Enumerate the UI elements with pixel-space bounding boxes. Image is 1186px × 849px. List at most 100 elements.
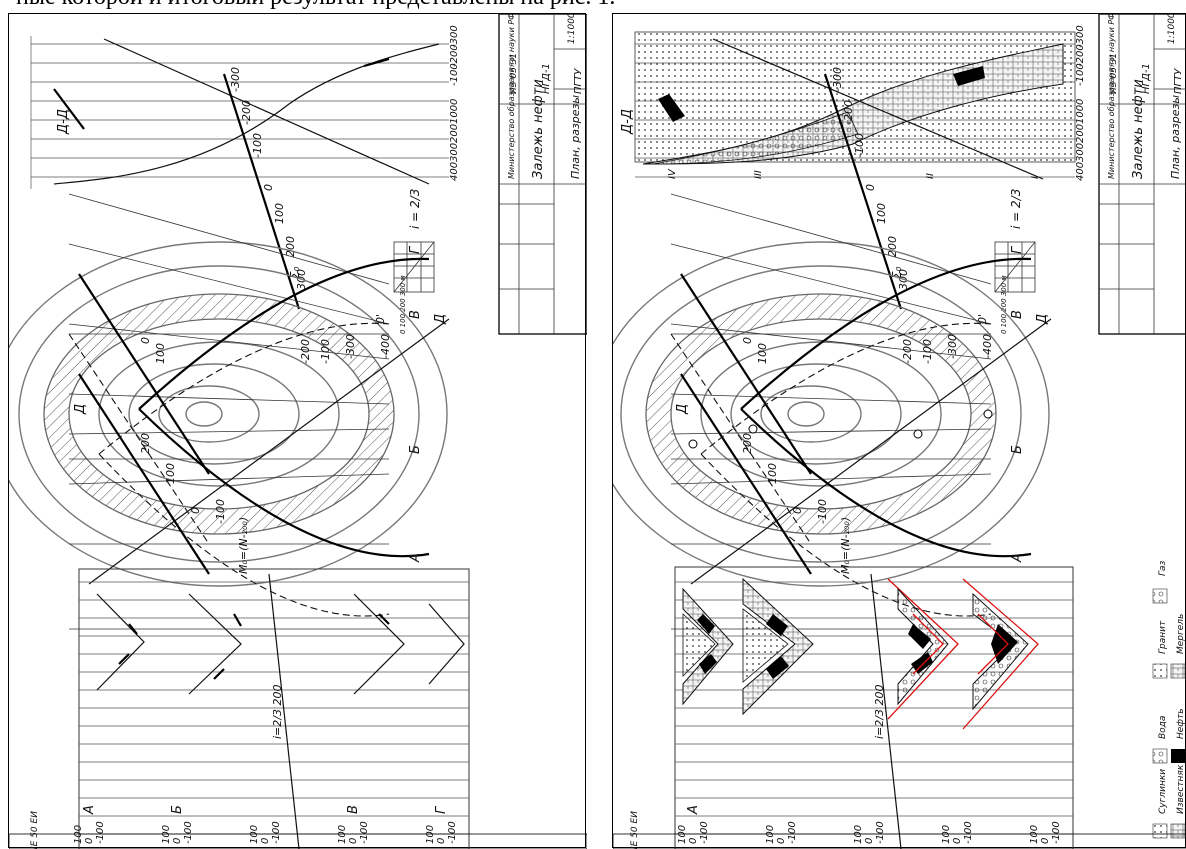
legend-neft: Нефть [1176, 708, 1186, 739]
section-tick-label: 0 [436, 838, 447, 844]
section-tick-label: 0 [172, 838, 183, 844]
section-tick-label: 100 [677, 825, 688, 844]
section-letter: А [686, 805, 701, 815]
sigma-tick-label: 0 [262, 184, 275, 191]
figure-caption-line: ные которой и итоговый результат предста… [0, 0, 1186, 18]
plan-label-o: 0' [374, 314, 387, 324]
contour-label-100b: 100 [154, 343, 167, 364]
section-m-label: M₀=(N-₂₀₀) [839, 517, 852, 574]
section-tick-label: 0 [864, 838, 875, 844]
sigma-tick-label: -200 [240, 100, 253, 125]
legend-voda: Вода [1158, 716, 1168, 739]
section-tick-label: 0 [260, 838, 271, 844]
sheet-code: IE 50 EИ [30, 811, 40, 849]
scale-numbers: 0 100 200 300 м [399, 275, 407, 334]
section-letter: Б [170, 805, 185, 814]
profile-tick-label: 400 [449, 162, 460, 181]
title-ministry: Министерство образования и науки РФ [507, 14, 516, 179]
plan-label-o: 0' [976, 314, 989, 324]
contour-label-m100b: -100 [921, 339, 934, 364]
profile-tick-label: 300 [449, 143, 460, 162]
contour-label-100b: 100 [756, 343, 769, 364]
profile-label: Д-Д [56, 109, 71, 135]
section-letter: А [82, 805, 97, 815]
section-tick-label: 100 [249, 825, 260, 844]
plan-labels: А Б В Г Д Д 0' А 200 100 0 -100 100 0 -1… [73, 245, 448, 563]
plan-label-v: В [1010, 310, 1025, 319]
contour-label-0b: 0 [139, 337, 152, 344]
scale-numbers: 0 100 200 300 м [1000, 275, 1008, 334]
title-block: Министерство образования и науки РФ Зале… [1098, 14, 1186, 335]
legend-gaz: Газ [1158, 560, 1168, 576]
plan-label-v: В [408, 310, 423, 319]
contour-label-200: 200 [741, 433, 754, 454]
section-tick-label: 0 [776, 838, 787, 844]
title-subtitle: План, разрезы [569, 95, 582, 179]
scale-bar: 0 100 200 300 м i = 2/3 [393, 189, 435, 334]
contour-label-m300: -300 [946, 334, 959, 359]
title-org: ПГТУ [1173, 68, 1184, 94]
title-code: НГД-1 [1141, 63, 1152, 94]
roman-iii: III [753, 170, 764, 179]
profile-tick-label: 300 [1075, 143, 1086, 162]
section-tick-label: 100 [337, 825, 348, 844]
plan-labels: А Б В Г Д Д 0' 200 100 0 -100 100 0 -100… [675, 245, 1050, 563]
section-tick-label: -100 [875, 821, 886, 844]
sigma-tick-label: -300 [229, 67, 242, 92]
sigma-tick-label: -100 [251, 133, 264, 158]
profile-tick-label: -100 [449, 63, 460, 86]
section-tick-label: -100 [271, 821, 282, 844]
plan-label-d2: Д [433, 314, 448, 325]
section-tick-label: 0 [688, 838, 699, 844]
section-tick-label: 100 [1029, 825, 1040, 844]
section-m-label: M₀=(N-₂₀₀) [237, 517, 250, 574]
plan-lines [670, 193, 1052, 630]
section-tick-label: 100 [161, 825, 172, 844]
contour-label-m200: -200 [299, 339, 312, 364]
title-code: НГД-1 [541, 63, 552, 94]
caption-text: ные которой и итоговый результат предста… [16, 0, 615, 11]
section-tick-label: 100 [765, 825, 776, 844]
scale-bar: 0 100 200 300 м i = 2/3 [994, 189, 1036, 334]
title-subtitle: План, разрезы [1169, 95, 1182, 179]
section-gradient: i=2/3 200 [271, 685, 284, 739]
sigma-tick-label: 200 [886, 236, 899, 257]
sigma-tick-label: 100 [273, 203, 286, 224]
title-doc-code: ИЗ 05 31 [509, 53, 519, 94]
section-tick-label: -100 [95, 821, 106, 844]
section-tick-label: -100 [447, 821, 458, 844]
plan-label-d1: Д [73, 404, 88, 415]
profile-tick-label: 100 [1075, 105, 1086, 124]
scale-gradient: i = 2/3 [408, 189, 422, 229]
profile-tick-label: 0 [449, 99, 460, 105]
profile-tick-label: -100 [1075, 63, 1086, 86]
title-name: Залежь нефти [1131, 79, 1146, 179]
section-gradient: i=2/3 200 [873, 685, 886, 739]
contour-label-m400: -400 [981, 334, 994, 359]
title-block: Министерство образования и науки РФ Зале… [498, 14, 587, 335]
plan-label-g: Г [408, 245, 423, 254]
plan-label-a: А [408, 553, 423, 563]
section-tick-label: 100 [941, 825, 952, 844]
plan-label-a: А [1010, 553, 1025, 563]
section-tick-label: -100 [963, 821, 974, 844]
section-letter: В [346, 805, 361, 814]
profile-label: Д-Д [620, 109, 635, 135]
roman-i: I [1030, 176, 1041, 179]
contour-label-m100b: -100 [319, 339, 332, 364]
section-tick-label: 0 [952, 838, 963, 844]
section-tick-label: -100 [1051, 821, 1062, 844]
contour-label-100: 100 [766, 463, 779, 484]
section-tick-label: -100 [359, 821, 370, 844]
contour-label-200: 200 [139, 433, 152, 454]
profile-tick-label: 400 [1075, 162, 1086, 181]
contour-label-m100: -100 [214, 499, 227, 524]
plan-label-d2: Д [1035, 314, 1050, 325]
roman-ii: II [925, 173, 936, 179]
